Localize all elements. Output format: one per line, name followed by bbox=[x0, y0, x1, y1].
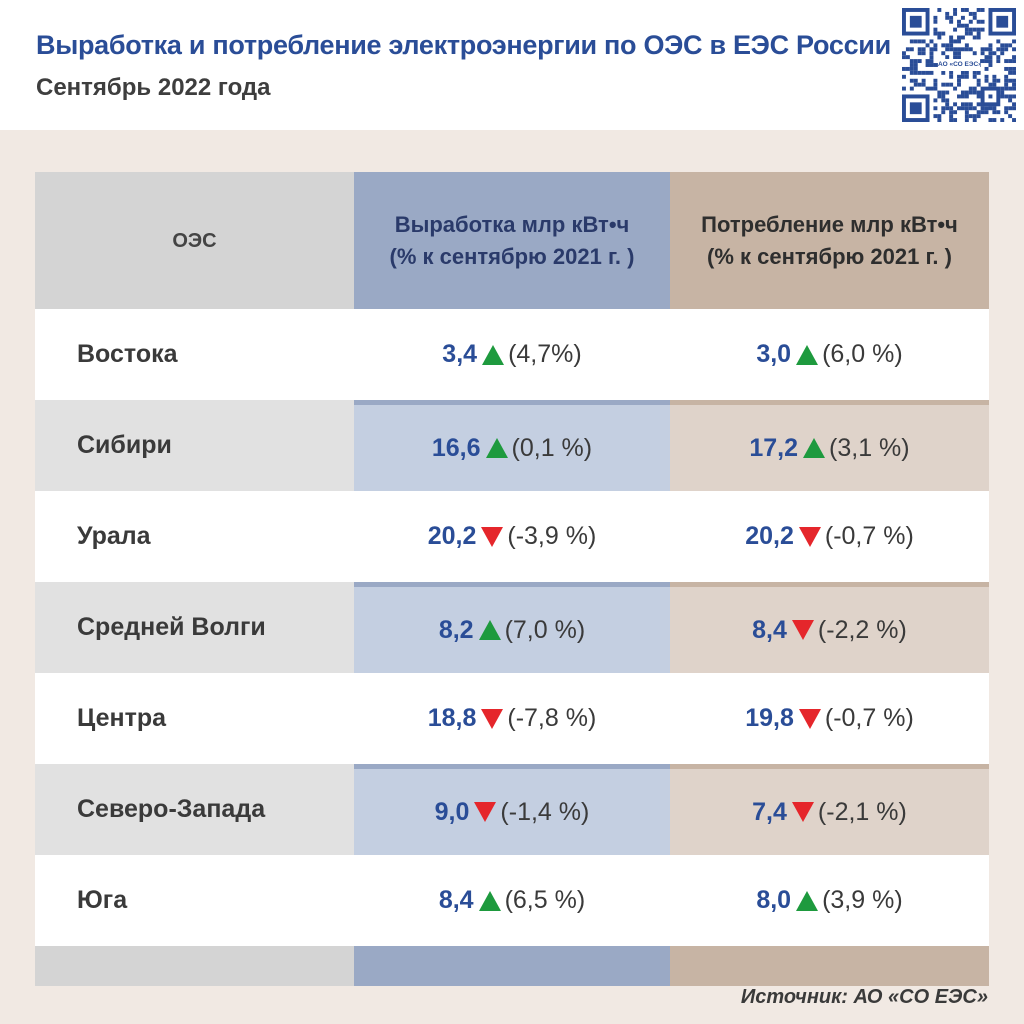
header-consumption-line2: (% к сентябрю 2021 г. ) bbox=[707, 243, 952, 269]
table-row: Средней Волги 8,2 (7,0 %) 8,4 (-2,2 %) bbox=[35, 582, 989, 673]
consumption-cell: 3,0 (6,0 %) bbox=[670, 309, 989, 400]
region-name: Востока bbox=[35, 309, 354, 400]
footer-cell-oes bbox=[35, 946, 354, 986]
table-row: Сибири 16,6 (0,1 %) 17,2 (3,1 %) bbox=[35, 400, 989, 491]
table-row: Урала 20,2 (-3,9 %) 20,2 (-0,7 %) bbox=[35, 491, 989, 582]
page-subtitle: Сентябрь 2022 года bbox=[36, 74, 271, 101]
header-oes: ОЭС bbox=[35, 172, 354, 309]
generation-percent: (6,5 %) bbox=[504, 886, 586, 914]
arrow-down-icon bbox=[481, 526, 504, 547]
header-oes-label: ОЭС bbox=[172, 229, 217, 252]
generation-percent: (7,0 %) bbox=[504, 615, 586, 644]
region-name: Юга bbox=[35, 855, 354, 946]
arrow-down-icon bbox=[474, 802, 497, 822]
arrow-down-icon bbox=[791, 802, 814, 822]
table-row: Востока 3,4 (4,7%) 3,0 (6,0 %) bbox=[35, 309, 989, 400]
footer-cell-generation bbox=[354, 946, 670, 986]
generation-percent: (-7,8 %) bbox=[507, 704, 597, 732]
region-name: Средней Волги bbox=[35, 582, 354, 673]
header-consumption-line1: Потребление млр кВт•ч bbox=[701, 211, 958, 237]
consumption-percent: (-2,2 %) bbox=[817, 615, 907, 644]
arrow-down-icon bbox=[798, 708, 821, 729]
generation-value: 3,4 bbox=[442, 340, 478, 368]
source-note: Источник: АО «СО ЕЭС» bbox=[740, 986, 988, 1008]
header: Выработка и потребление электроэнергии п… bbox=[0, 0, 1024, 130]
arrow-up-icon bbox=[796, 890, 819, 911]
header-generation-line2: (% к сентябрю 2021 г. ) bbox=[389, 243, 635, 269]
consumption-value: 7,4 bbox=[752, 797, 787, 826]
generation-cell: 8,2 (7,0 %) bbox=[354, 582, 670, 673]
generation-value: 20,2 bbox=[427, 522, 477, 550]
arrow-up-icon bbox=[482, 344, 505, 365]
arrow-up-icon bbox=[478, 890, 501, 911]
table-body: Востока 3,4 (4,7%) 3,0 (6,0 %) Сибири 16,6 (0,1… bbox=[35, 309, 989, 946]
generation-value: 8,4 bbox=[438, 886, 474, 914]
generation-cell: 9,0 (-1,4 %) bbox=[354, 764, 670, 855]
generation-value: 8,2 bbox=[438, 615, 474, 644]
table-row: Юга 8,4 (6,5 %) 8,0 (3,9 %) bbox=[35, 855, 989, 946]
header-generation-line1: Выработка млр кВт•ч bbox=[394, 211, 630, 237]
consumption-cell: 7,4 (-2,1 %) bbox=[670, 764, 989, 855]
generation-cell: 3,4 (4,7%) bbox=[354, 309, 670, 400]
header-consumption: Потребление млр кВт•ч (% к сентябрю 2021… bbox=[670, 172, 989, 309]
consumption-cell: 8,0 (3,9 %) bbox=[670, 855, 989, 946]
consumption-percent: (3,9 %) bbox=[822, 886, 903, 914]
region-name: Сибири bbox=[35, 400, 354, 491]
region-name: Урала bbox=[35, 491, 354, 582]
generation-percent: (0,1 %) bbox=[511, 433, 593, 462]
consumption-value: 20,2 bbox=[745, 522, 794, 550]
footer-cell-consumption bbox=[670, 946, 989, 986]
generation-value: 16,6 bbox=[431, 433, 481, 462]
consumption-percent: (-2,1 %) bbox=[817, 797, 907, 826]
arrow-down-icon bbox=[798, 526, 821, 547]
region-name: Центра bbox=[35, 673, 354, 764]
energy-table: ОЭС Выработка млр кВт•ч (% к сентябрю 20… bbox=[35, 172, 989, 986]
generation-cell: 20,2 (-3,9 %) bbox=[354, 491, 670, 582]
page-title: Выработка и потребление электроэнергии п… bbox=[36, 30, 891, 60]
consumption-percent: (-0,7 %) bbox=[824, 522, 914, 550]
qr-code-label: АО «СО ЕЭС» bbox=[938, 59, 980, 71]
consumption-value: 3,0 bbox=[756, 340, 792, 368]
arrow-down-icon bbox=[481, 708, 504, 729]
generation-percent: (-3,9 %) bbox=[507, 522, 597, 550]
arrow-up-icon bbox=[796, 344, 819, 365]
generation-cell: 18,8 (-7,8 %) bbox=[354, 673, 670, 764]
qr-code[interactable]: АО «СО ЕЭС» bbox=[902, 8, 1016, 122]
table-footer-row bbox=[35, 946, 989, 986]
table-row: Центра 18,8 (-7,8 %) 19,8 (-0,7 %) bbox=[35, 673, 989, 764]
consumption-percent: (-0,7 %) bbox=[824, 704, 914, 732]
table-row: Северо-Запада 9,0 (-1,4 %) 7,4 (-2,1 %) bbox=[35, 764, 989, 855]
arrow-up-icon bbox=[485, 438, 508, 458]
consumption-cell: 17,2 (3,1 %) bbox=[670, 400, 989, 491]
generation-value: 9,0 bbox=[434, 797, 470, 826]
consumption-cell: 8,4 (-2,2 %) bbox=[670, 582, 989, 673]
header-generation: Выработка млр кВт•ч (% к сентябрю 2021 г… bbox=[354, 172, 670, 309]
table-header-row: ОЭС Выработка млр кВт•ч (% к сентябрю 20… bbox=[35, 172, 989, 309]
region-name: Северо-Запада bbox=[35, 764, 354, 855]
generation-percent: (4,7%) bbox=[508, 340, 582, 368]
consumption-value: 8,0 bbox=[756, 886, 792, 914]
generation-value: 18,8 bbox=[427, 704, 477, 732]
qr-code-icon bbox=[902, 8, 1016, 122]
consumption-percent: (3,1 %) bbox=[829, 433, 910, 462]
consumption-value: 17,2 bbox=[749, 433, 799, 462]
arrow-up-icon bbox=[478, 620, 501, 640]
generation-cell: 8,4 (6,5 %) bbox=[354, 855, 670, 946]
generation-cell: 16,6 (0,1 %) bbox=[354, 400, 670, 491]
arrow-down-icon bbox=[791, 620, 814, 640]
consumption-value: 19,8 bbox=[745, 704, 794, 732]
consumption-cell: 20,2 (-0,7 %) bbox=[670, 491, 989, 582]
arrow-up-icon bbox=[803, 438, 826, 458]
consumption-cell: 19,8 (-0,7 %) bbox=[670, 673, 989, 764]
consumption-value: 8,4 bbox=[752, 615, 787, 644]
consumption-percent: (6,0 %) bbox=[822, 340, 903, 368]
generation-percent: (-1,4 %) bbox=[500, 797, 590, 826]
